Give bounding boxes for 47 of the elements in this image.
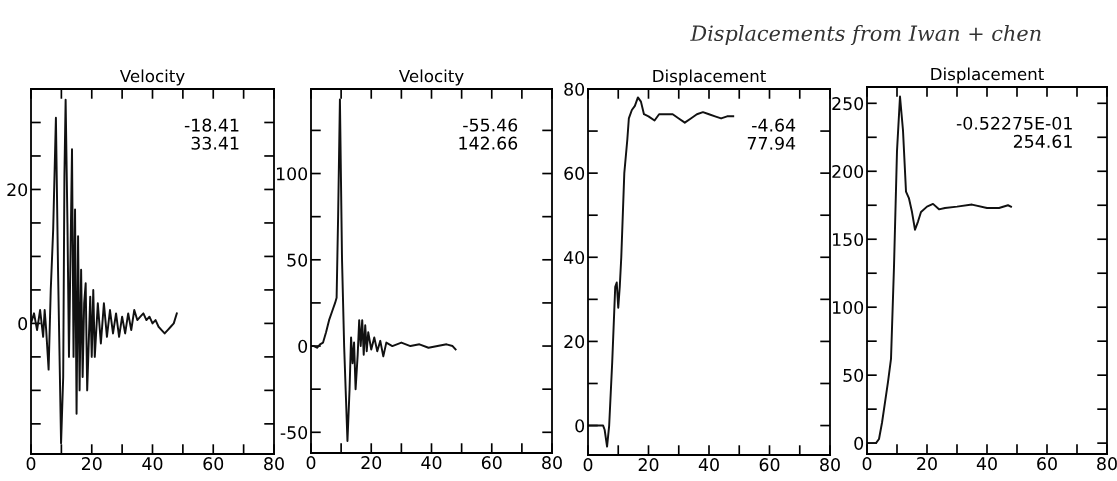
line-series bbox=[588, 96, 735, 448]
x-tick-label: 80 bbox=[264, 457, 284, 471]
x-tick-label: 60 bbox=[1037, 457, 1057, 471]
x-tick-label: 20 bbox=[81, 457, 102, 471]
annotation: -55.46 bbox=[463, 118, 518, 132]
y-tick-label: 250 bbox=[832, 97, 864, 111]
y-tick-label: 50 bbox=[287, 253, 308, 267]
x-tick-label: 20 bbox=[917, 457, 937, 471]
text: Displacements from Iwan + chen bbox=[690, 24, 1041, 46]
x-tick-label: 20 bbox=[638, 458, 659, 472]
y-tick-label: 40 bbox=[563, 250, 585, 265]
annotation: 142.66 bbox=[459, 136, 518, 150]
x-tick-label: 40 bbox=[976, 457, 997, 471]
x-tick-label: 60 bbox=[203, 457, 224, 471]
y-tick-label: 0 bbox=[854, 436, 864, 450]
x-tick-label: 80 bbox=[1097, 457, 1117, 471]
annotation: 254.61 bbox=[1013, 134, 1072, 148]
chart-title: Displacement bbox=[931, 67, 1044, 84]
x-tick-label: 80 bbox=[820, 458, 840, 472]
line-series bbox=[31, 98, 178, 445]
annotation: 77.94 bbox=[747, 136, 796, 150]
y-tick-label: 200 bbox=[832, 164, 864, 179]
y-tick-label: 80 bbox=[564, 82, 585, 96]
y-tick-label: 60 bbox=[564, 166, 585, 180]
y-tick-label: 50 bbox=[843, 368, 864, 383]
y-tick-label: 20 bbox=[564, 335, 585, 349]
x-tick-label: 40 bbox=[421, 456, 442, 470]
line-series bbox=[311, 98, 457, 442]
x-tick-label: 60 bbox=[481, 456, 502, 470]
y-tick-label: 150 bbox=[832, 232, 864, 247]
y-tick-label: 0 bbox=[575, 419, 585, 433]
y-tick-label: 100 bbox=[276, 167, 308, 181]
x-tick-label: 80 bbox=[542, 456, 562, 470]
x-tick-label: 40 bbox=[698, 458, 719, 472]
y-tick-label: 0 bbox=[298, 339, 308, 353]
x-tick-label: 60 bbox=[759, 458, 780, 472]
y-tick-label: 100 bbox=[832, 300, 864, 315]
x-tick-label: 20 bbox=[361, 456, 382, 470]
annotation: -0.52275E-01 bbox=[956, 116, 1072, 130]
y-tick-label: -50 bbox=[280, 426, 308, 440]
annotation: -18.41 bbox=[184, 118, 239, 132]
x-tick-label: 40 bbox=[142, 457, 163, 471]
chart-title: Velocity bbox=[119, 69, 185, 86]
annotation: -4.64 bbox=[752, 118, 796, 132]
chart-title: Displacement bbox=[653, 69, 766, 86]
annotation: 33.41 bbox=[191, 136, 239, 150]
chart-title: Velocity bbox=[398, 69, 464, 86]
